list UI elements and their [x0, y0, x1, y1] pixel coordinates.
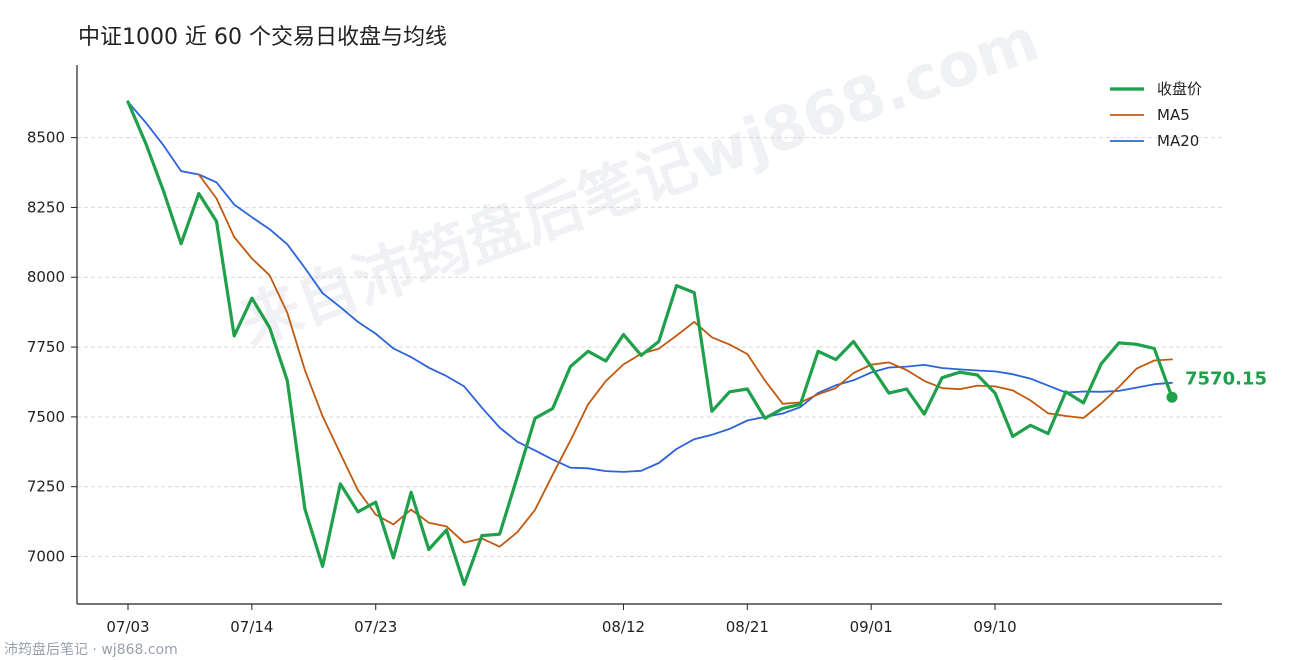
y-tick-label-7000: 7000	[27, 548, 65, 566]
y-tick-label-8500: 8500	[27, 129, 65, 147]
x-tick-label-07/03: 07/03	[106, 618, 149, 636]
watermark: 来自沛筠盘后笔记wj868.com	[231, 5, 1047, 359]
footer-text: 沛筠盘后笔记 · wj868.com	[4, 641, 178, 658]
legend-label-0: 收盘价	[1157, 80, 1202, 98]
axes	[76, 65, 1222, 605]
grid-lines	[77, 137, 1222, 558]
series-line-2	[127, 101, 1173, 473]
x-tick-label-07/23: 07/23	[354, 618, 397, 636]
y-tick-label-8000: 8000	[27, 268, 65, 286]
legend-label-2: MA20	[1157, 132, 1199, 150]
y-tick-label-7500: 7500	[27, 408, 65, 426]
x-tick-label-08/21: 08/21	[726, 618, 769, 636]
series-lines	[126, 100, 1174, 587]
series-line-1	[197, 173, 1173, 548]
series-line-0	[126, 100, 1174, 587]
end-marker-group: 7570.15	[1166, 368, 1267, 403]
y-tick-label-8250: 8250	[27, 198, 65, 216]
y-tick-label-7250: 7250	[27, 478, 65, 496]
x-tick-label-08/12: 08/12	[602, 618, 645, 636]
x-tick-label-07/14: 07/14	[230, 618, 273, 636]
end-value-label: 7570.15	[1185, 368, 1267, 389]
legend-label-1: MA5	[1157, 106, 1190, 124]
watermark-layer: 来自沛筠盘后笔记wj868.com	[231, 5, 1047, 359]
y-axis-ticks: 7000 7250 7500 7750 8000 8250 8500	[27, 129, 77, 566]
y-tick-label-7750: 7750	[27, 338, 65, 356]
end-point-marker	[1166, 391, 1178, 403]
x-tick-label-09/01: 09/01	[850, 618, 893, 636]
chart-title: 中证1000 近 60 个交易日收盘与均线	[78, 25, 447, 50]
legend: 收盘价 MA5 MA20	[1110, 80, 1202, 150]
x-axis-ticks: 07/03 07/14 07/23 08/12 08/21 09/01 09/10	[106, 604, 1017, 636]
x-tick-label-09/10: 09/10	[973, 618, 1016, 636]
